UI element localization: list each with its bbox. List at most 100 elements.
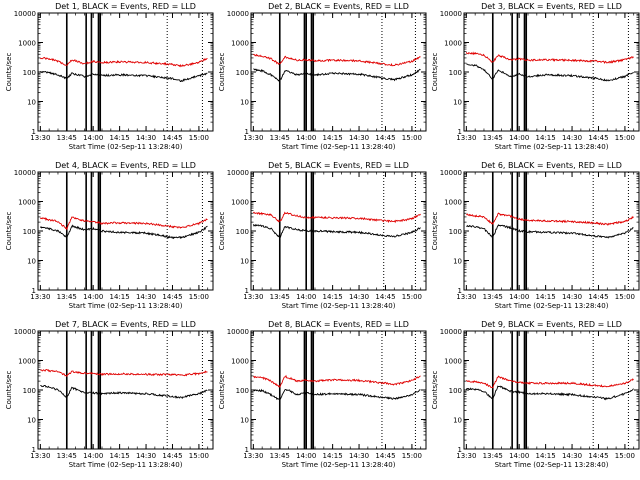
y-tick-label: 10 [27,417,36,425]
x-tick-label: 15:00 [189,134,209,142]
y-tick-label: 100 [449,228,462,236]
x-tick-label: 13:45 [270,134,290,142]
y-axis-label: Counts/sec [5,212,13,251]
plot-frame [250,171,427,291]
y-axis-label: Counts/sec [218,212,226,251]
y-tick-label: 10 [453,99,462,107]
x-tick-label: 15:00 [615,293,635,301]
x-tick-label: 14:00 [509,134,529,142]
plot-frame [37,171,214,291]
y-tick-label: 1000 [18,40,36,48]
panel-title: Det 9, BLACK = Events, RED = LLD [481,320,622,329]
detector-panel-5: Det 5, BLACK = Events, RED = LLD 1 10 100 10… [218,161,427,310]
y-axis-label: Counts/sec [5,371,13,410]
x-tick-label: 13:30 [243,293,263,301]
x-tick-label: 13:30 [456,452,476,460]
detector-panel-8: Det 8, BLACK = Events, RED = LLD 1 10 100 10… [218,320,427,469]
x-tick-label: 14:00 [296,134,316,142]
x-axis-label: Start Time (02-Sep-11 13:28:40) [495,143,609,151]
events-series-line [466,63,634,82]
panel-title: Det 6, BLACK = Events, RED = LLD [481,161,622,170]
detector-panel-6: Det 6, BLACK = Events, RED = LLD 1 10 100 10… [431,161,640,310]
x-tick-label: 14:30 [349,452,369,460]
events-series-line [252,388,421,400]
lld-series-line [465,51,634,65]
panel-title: Det 3, BLACK = Events, RED = LLD [481,2,622,11]
x-tick-label: 14:30 [562,134,582,142]
x-axis-label: Start Time (02-Sep-11 13:28:40) [69,461,183,469]
panel-title: Det 7, BLACK = Events, RED = LLD [55,320,196,329]
y-tick-label: 1 [32,446,36,454]
y-tick-label: 100 [236,387,249,395]
detector-panel-4: Det 4, BLACK = Events, RED = LLD 1 10 100 10… [5,161,214,310]
x-tick-label: 14:00 [83,293,103,301]
y-axis-label: Counts/sec [5,53,13,92]
x-tick-label: 14:45 [162,452,182,460]
x-tick-label: 14:30 [562,293,582,301]
x-tick-label: 14:00 [83,134,103,142]
x-tick-label: 14:45 [162,293,182,301]
x-axis-label: Start Time (02-Sep-11 13:28:40) [282,143,396,151]
x-tick-label: 13:45 [483,452,503,460]
x-tick-label: 13:45 [57,452,77,460]
y-tick-label: 1 [32,287,36,295]
y-tick-label: 100 [23,387,36,395]
y-tick-label: 10000 [440,10,462,18]
x-tick-label: 14:00 [296,452,316,460]
y-tick-label: 10 [240,258,249,266]
x-tick-label: 15:00 [402,293,422,301]
y-tick-label: 10000 [14,169,36,177]
y-tick-label: 100 [236,69,249,77]
x-tick-label: 14:15 [323,452,343,460]
x-tick-label: 14:45 [588,134,608,142]
y-tick-label: 10 [240,99,249,107]
detector-panel-2: Det 2, BLACK = Events, RED = LLD 1 10 100 10… [218,2,427,151]
events-series-line [39,70,208,82]
y-tick-label: 1 [458,446,462,454]
panel-title: Det 5, BLACK = Events, RED = LLD [268,161,409,170]
y-tick-label: 1 [32,128,36,136]
x-tick-label: 14:30 [562,452,582,460]
plot-frame [37,330,214,450]
x-axis-label: Start Time (02-Sep-11 13:28:40) [69,143,183,151]
x-axis-label: Start Time (02-Sep-11 13:28:40) [495,302,609,310]
y-tick-label: 100 [236,228,249,236]
x-tick-label: 15:00 [402,134,422,142]
y-axis-label: Counts/sec [431,53,439,92]
lld-series-line [40,369,208,377]
detector-panel-3: Det 3, BLACK = Events, RED = LLD 1 10 100 10… [431,2,640,151]
x-tick-label: 14:45 [588,452,608,460]
x-tick-label: 15:00 [615,452,635,460]
y-tick-label: 1000 [231,199,249,207]
lld-series-line [253,374,421,389]
y-axis-label: Counts/sec [431,371,439,410]
x-tick-label: 13:30 [456,134,476,142]
x-tick-label: 14:00 [296,293,316,301]
events-series-line [465,385,634,401]
x-tick-label: 14:15 [536,452,556,460]
y-tick-label: 1 [458,287,462,295]
panel-title: Det 1, BLACK = Events, RED = LLD [55,2,196,11]
plot-frame [463,171,640,291]
y-tick-label: 100 [23,228,36,236]
x-tick-label: 13:45 [483,134,503,142]
panel-title: Det 8, BLACK = Events, RED = LLD [268,320,409,329]
y-tick-label: 10000 [227,10,249,18]
y-tick-label: 100 [449,387,462,395]
plot-frame [463,12,640,132]
events-series-line [466,224,634,239]
x-tick-label: 13:30 [243,452,263,460]
y-tick-label: 10000 [14,328,36,336]
x-tick-label: 14:15 [536,134,556,142]
y-tick-label: 1 [245,287,249,295]
lld-series-line [466,375,634,389]
y-axis-label: Counts/sec [218,53,226,92]
y-tick-label: 1000 [444,358,462,366]
x-tick-label: 14:30 [136,293,156,301]
y-tick-label: 1000 [444,40,462,48]
x-tick-label: 14:15 [536,293,556,301]
x-tick-label: 15:00 [615,134,635,142]
x-tick-label: 14:45 [162,134,182,142]
y-tick-label: 1000 [444,199,462,207]
